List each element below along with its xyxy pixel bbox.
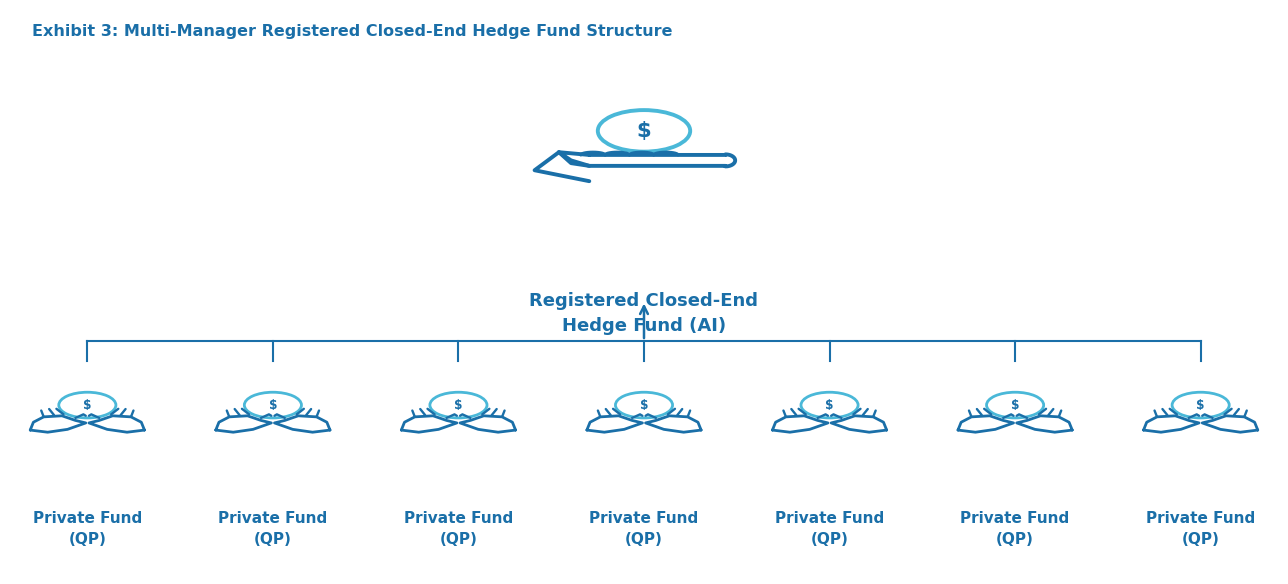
Text: $: $	[640, 399, 648, 412]
Text: Private Fund
(QP): Private Fund (QP)	[404, 511, 513, 547]
Text: Private Fund
(QP): Private Fund (QP)	[775, 511, 884, 547]
Text: $: $	[826, 399, 833, 412]
Text: $: $	[1197, 399, 1204, 412]
Text: Private Fund
(QP): Private Fund (QP)	[218, 511, 327, 547]
Text: $: $	[636, 121, 652, 141]
Text: $: $	[1011, 399, 1019, 412]
Text: $: $	[455, 399, 462, 412]
Text: $: $	[269, 399, 277, 412]
Text: Private Fund
(QP): Private Fund (QP)	[32, 511, 142, 547]
Text: Private Fund
(QP): Private Fund (QP)	[590, 511, 698, 547]
Text: Private Fund
(QP): Private Fund (QP)	[961, 511, 1070, 547]
Text: Exhibit 3: Multi-Manager Registered Closed-End Hedge Fund Structure: Exhibit 3: Multi-Manager Registered Clos…	[32, 25, 672, 39]
Text: $: $	[84, 399, 91, 412]
Text: Private Fund
(QP): Private Fund (QP)	[1146, 511, 1256, 547]
Text: Registered Closed-End
Hedge Fund (AI): Registered Closed-End Hedge Fund (AI)	[529, 292, 759, 335]
